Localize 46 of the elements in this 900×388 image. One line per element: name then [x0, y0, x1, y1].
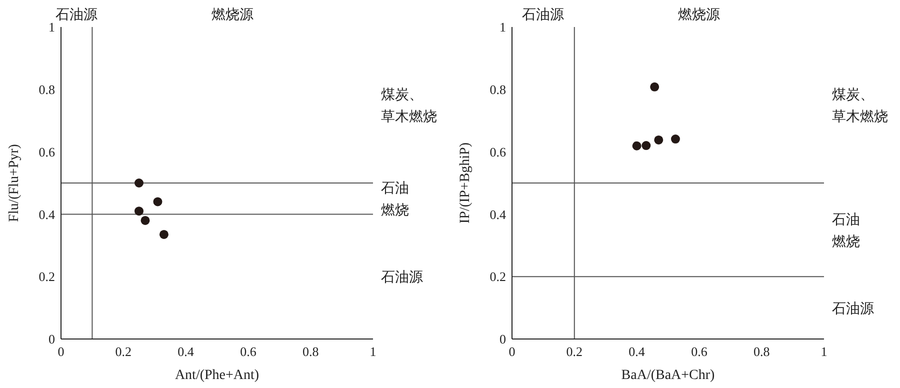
y-tick-label: 0.6	[490, 144, 506, 160]
y-tick-label: 0.2	[38, 269, 55, 284]
x-tick-label: 0.4	[178, 344, 194, 360]
y-axis-title: Flu/(Flu+Pyr)	[6, 144, 22, 222]
text: 燃烧源	[212, 7, 254, 23]
y-tick-label: 0.8	[490, 82, 506, 98]
x-axis-title: BaA/(BaA+Chr)	[621, 368, 716, 383]
text: 石油源	[56, 7, 98, 23]
y-tick-label: 0.8	[38, 82, 55, 98]
text: 石油源	[381, 270, 423, 286]
point	[654, 135, 664, 144]
point	[134, 206, 144, 216]
text: 燃烧源	[678, 7, 720, 23]
y-tick-label: 0.4	[490, 206, 506, 222]
point	[134, 178, 144, 188]
y-tick-label: 0.6	[38, 144, 56, 160]
y-tick-label: 0.4	[38, 206, 56, 222]
text: 石油燃烧	[381, 180, 409, 219]
x-axis-title: Ant/(Phe+Ant)	[174, 368, 260, 383]
x-tick-label: 0.2	[115, 344, 132, 360]
x-tick-label: 1	[820, 344, 828, 360]
point	[153, 197, 162, 206]
x-tick-label: 0.2	[566, 344, 583, 360]
text: 石油源	[522, 7, 564, 23]
y-tick-label: 0	[500, 332, 506, 347]
text: 石油源	[832, 300, 874, 317]
x-tick-label: 1	[370, 344, 376, 360]
y-axis-title: IP/(IP+BghiP)	[458, 142, 473, 224]
text: 石油燃烧	[832, 212, 860, 250]
point	[670, 134, 680, 144]
x-tick-label: 0.8	[302, 344, 319, 360]
x-tick-label: 0.4	[628, 344, 646, 360]
x-tick-label: 0.8	[753, 344, 770, 360]
x-tick-label: 0.6	[691, 344, 708, 360]
point	[642, 141, 651, 150]
y-tick-label: 0	[48, 332, 55, 347]
y-tick-label: 1	[500, 20, 506, 35]
point	[159, 230, 168, 239]
point	[140, 216, 150, 225]
text: 煤炭、草木燃烧	[832, 87, 888, 125]
text: 煤炭、草木燃烧	[381, 87, 437, 125]
y-tick-label: 0.2	[490, 269, 506, 284]
point	[632, 141, 642, 150]
y-tick-label: 1	[48, 20, 55, 35]
x-tick-label: 0.6	[240, 344, 257, 360]
point	[650, 82, 660, 92]
